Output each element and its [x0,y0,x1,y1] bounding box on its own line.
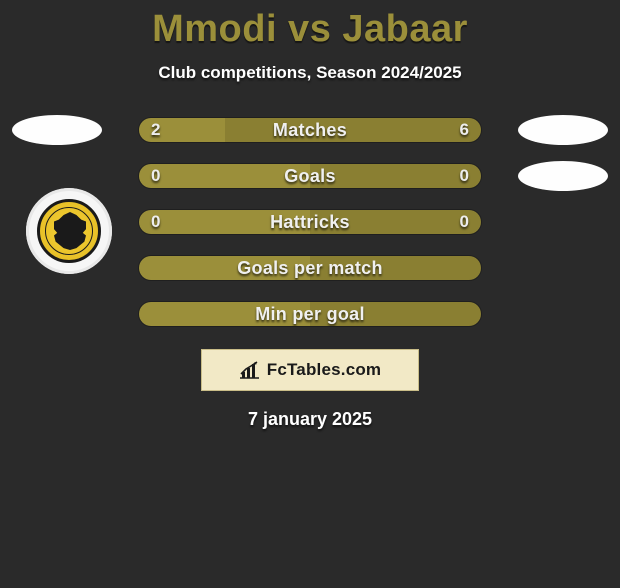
stat-row: 26Matches [0,113,620,147]
brand-box[interactable]: FcTables.com [201,349,419,391]
stat-bar: 00Hattricks [138,209,482,235]
player-pill-right [518,115,608,145]
player-pill-right [518,161,608,191]
stat-bar: 26Matches [138,117,482,143]
stat-row: 00Goals [0,159,620,193]
stat-label: Goals [139,164,481,188]
subtitle: Club competitions, Season 2024/2025 [0,63,620,83]
stat-row: Goals per match [0,251,620,285]
stat-row: Min per goal [0,297,620,331]
stats-container: 26Matches 00Goals 00Hattricks Goals per mat… [0,113,620,331]
stat-label: Min per goal [139,302,481,326]
stat-bar: 00Goals [138,163,482,189]
chart-icon [239,360,263,380]
brand-text: FcTables.com [267,360,382,380]
stat-bar: Min per goal [138,301,482,327]
stat-label: Goals per match [139,256,481,280]
stat-bar: Goals per match [138,255,482,281]
player-pill-left [12,115,102,145]
date-label: 7 january 2025 [0,409,620,430]
page-title: Mmodi vs Jabaar [0,8,620,51]
stat-row: 00Hattricks [0,205,620,239]
stat-label: Hattricks [139,210,481,234]
stat-label: Matches [139,118,481,142]
